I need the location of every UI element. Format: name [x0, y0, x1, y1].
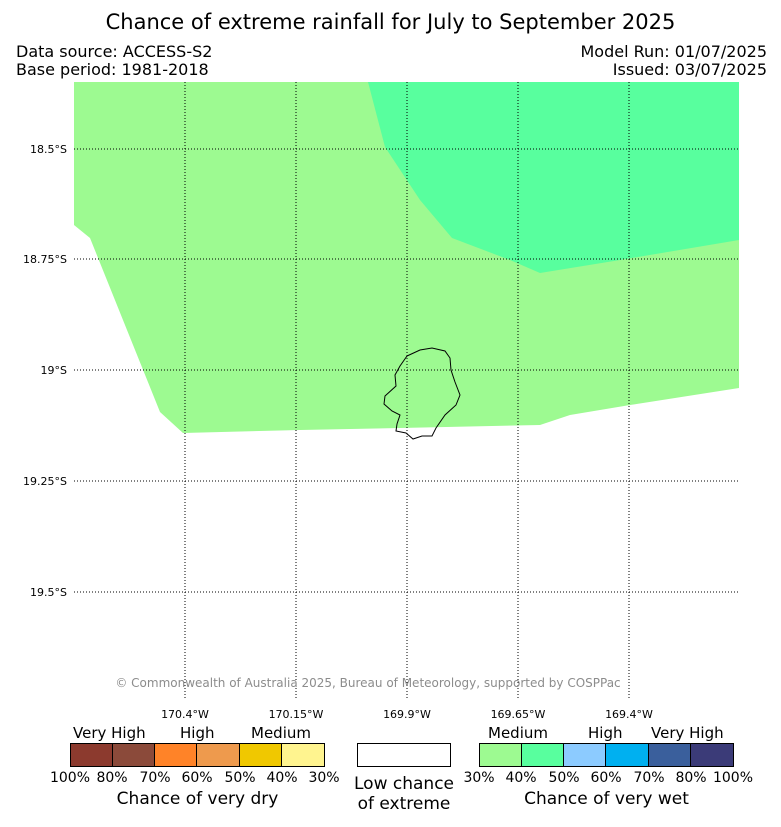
dry-tick-30: 30%	[308, 770, 340, 786]
wet-swatch-1	[480, 744, 523, 766]
lon-label-169-9: 169.9°W	[383, 708, 431, 721]
dry-tick-100: 100%	[49, 770, 91, 786]
dry-heading-high: High	[180, 724, 215, 742]
dry-tick-50: 50%	[224, 770, 256, 786]
dry-heading-very-high: Very High	[73, 724, 146, 742]
wet-caption: Chance of very wet	[524, 789, 689, 809]
copyright-notice: © Commonwealth of Australia 2025, Bureau…	[115, 676, 621, 690]
wet-tick-100: 100%	[712, 770, 754, 786]
wet-tick-50: 50%	[548, 770, 580, 786]
info-right: Model Run: 01/07/2025 Issued: 03/07/2025	[581, 43, 768, 79]
info-left: Data source: ACCESS-S2 Base period: 1981…	[16, 43, 212, 79]
dry-tick-40: 40%	[266, 770, 298, 786]
lat-label-19-25: 19.25°S	[23, 475, 67, 488]
island-coastline	[383, 347, 461, 440]
wet-tick-60: 60%	[590, 770, 622, 786]
wet-heading-medium: Medium	[488, 724, 548, 742]
low-chance-line2: of extreme	[357, 794, 451, 814]
dry-caption: Chance of very dry	[116, 789, 279, 809]
wet-heading-very-high: Very High	[651, 724, 724, 742]
dry-tick-80: 80%	[96, 770, 128, 786]
region-medium-wet-40-50	[368, 82, 739, 273]
data-source: Data source: ACCESS-S2	[16, 42, 213, 61]
page-title: Chance of extreme rainfall for July to S…	[105, 10, 676, 34]
lon-label-170-15: 170.15°W	[268, 708, 324, 721]
wet-swatch-4	[606, 744, 649, 766]
lat-label-18-75: 18.75°S	[23, 253, 67, 266]
model-run: Model Run: 01/07/2025	[580, 42, 768, 61]
dry-swatch-4	[197, 744, 240, 766]
map[interactable]: 18.5°S 18.75°S 19°S 19.25°S 19.5°S	[0, 0, 781, 700]
wet-heading-high: High	[588, 724, 623, 742]
low-chance-label: Low chance of extreme	[340, 774, 468, 814]
dry-swatch-1	[71, 744, 114, 766]
lat-label-18-5: 18.5°S	[30, 143, 67, 156]
dry-swatch-5	[239, 744, 282, 766]
dry-heading-medium: Medium	[251, 724, 311, 742]
lon-label-170-4: 170.4°W	[161, 708, 209, 721]
dry-swatch-2	[113, 744, 156, 766]
wet-tick-40: 40%	[505, 770, 537, 786]
issued-date: Issued: 03/07/2025	[612, 60, 767, 79]
wet-swatch-2	[522, 744, 565, 766]
gridlines	[74, 82, 739, 700]
dry-tick-60: 60%	[181, 770, 213, 786]
latitude-labels: 18.5°S 18.75°S 19°S 19.25°S 19.5°S	[23, 143, 67, 599]
wet-tick-80: 80%	[675, 770, 707, 786]
dry-swatch-6	[281, 744, 324, 766]
wet-colorbar	[479, 743, 734, 767]
dry-colorbar	[70, 743, 325, 767]
dry-tick-70: 70%	[139, 770, 171, 786]
lat-label-19-5: 19.5°S	[30, 586, 67, 599]
base-period: Base period: 1981-2018	[16, 60, 209, 79]
wet-swatch-3	[564, 744, 607, 766]
lat-label-19: 19°S	[41, 364, 67, 377]
lon-label-169-4: 169.4°W	[605, 708, 653, 721]
wet-tick-70: 70%	[633, 770, 665, 786]
wet-swatch-6	[690, 744, 733, 766]
lon-label-169-65: 169.65°W	[490, 708, 546, 721]
low-chance-line1: Low chance	[354, 774, 454, 794]
wet-tick-30: 30%	[463, 770, 495, 786]
wet-swatch-5	[648, 744, 691, 766]
low-chance-swatch	[357, 743, 451, 767]
dry-swatch-3	[155, 744, 198, 766]
